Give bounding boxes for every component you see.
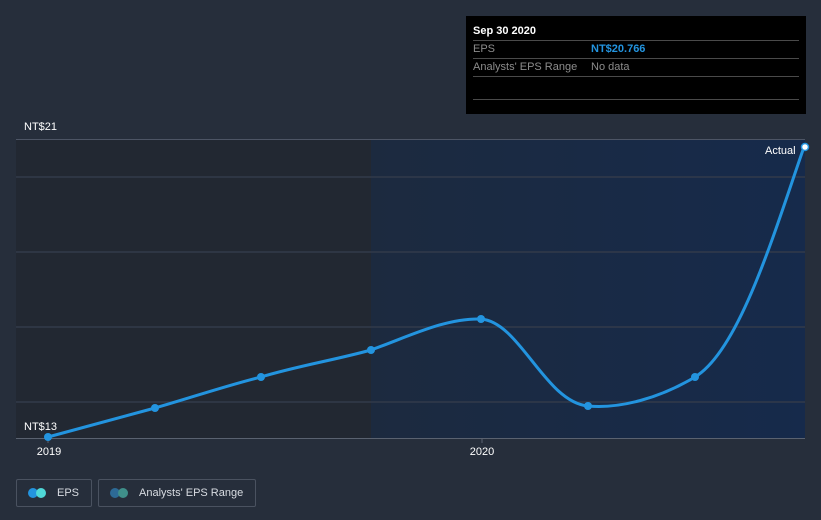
tooltip-eps-value: NT$20.766 [591,43,646,55]
chart-legend: EPS Analysts' EPS Range [16,479,257,507]
legend-item-eps[interactable]: EPS [16,479,93,507]
legend-label-analysts-range: Analysts' EPS Range [139,487,244,499]
plot-area-highlight [371,139,805,438]
actual-annotation: Actual [765,145,796,157]
tooltip-eps-label: EPS [473,43,496,55]
eps-data-points[interactable] [44,315,699,441]
x-axis-label-2020: 2020 [469,446,495,458]
gridlines [16,176,805,403]
tooltip-row-eps: EPS NT$20.766 [473,41,799,59]
tooltip-date: Sep 30 2020 [473,16,799,41]
data-tooltip: Sep 30 2020 EPS NT$20.766 Analysts' EPS … [466,16,806,114]
analysts-range-swatch-icon [110,488,130,498]
y-axis-label-bottom: NT$13 [24,421,58,433]
tooltip-range-label: Analysts' EPS Range [473,61,578,73]
eps-latest-point[interactable] [800,142,810,152]
plot-area-past [16,139,371,438]
eps-swatch-icon [28,488,48,498]
tooltip-range-value: No data [591,61,630,73]
tooltip-row-range: Analysts' EPS Range No data [473,59,799,77]
x-axis-label-2019: 2019 [36,446,62,458]
tooltip-spacer [473,77,799,100]
y-axis-label-top: NT$21 [24,121,58,133]
legend-item-analysts-range[interactable]: Analysts' EPS Range [98,479,257,507]
legend-label-eps: EPS [57,487,80,499]
